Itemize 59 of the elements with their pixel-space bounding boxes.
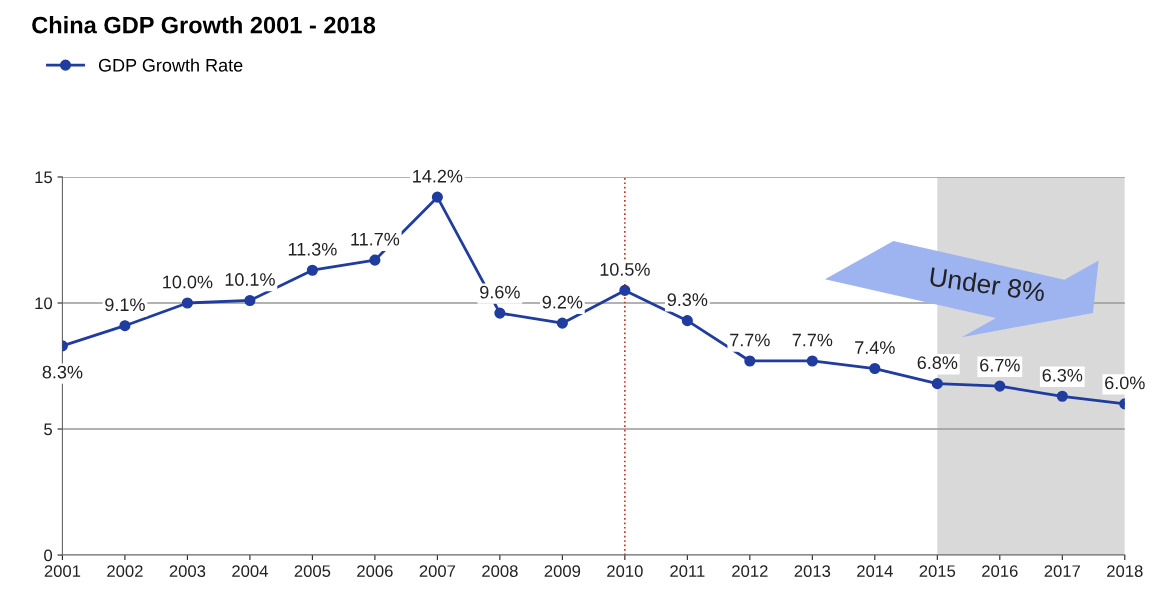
point: [1056, 390, 1068, 402]
data-label: 6.8%: [917, 356, 958, 370]
y-tick-label: 0: [44, 549, 53, 562]
data-label: 9.2%: [542, 295, 583, 309]
point: [806, 355, 818, 367]
data-label: 7.7%: [792, 333, 833, 347]
point: [494, 307, 506, 319]
point: [556, 317, 568, 329]
x-tick-label: 2002: [107, 565, 143, 578]
data-label: 9.1%: [105, 298, 145, 312]
data-label: 6.0%: [1105, 376, 1145, 390]
x-tick-label: 2005: [294, 565, 331, 578]
point: [931, 378, 943, 390]
point: [369, 254, 381, 266]
data-label: 14.2%: [413, 169, 463, 183]
data-label: 7.4%: [855, 341, 895, 354]
data-label: 8.3%: [42, 365, 83, 379]
point: [244, 294, 256, 307]
y-tick-label: 10: [35, 297, 53, 310]
x-tick-label: 2008: [482, 565, 518, 578]
x-tick-label: 2016: [982, 565, 1018, 578]
point: [744, 355, 756, 367]
point: [306, 264, 318, 276]
point: [619, 284, 631, 296]
point: [869, 362, 881, 375]
point: [119, 320, 131, 332]
legend-label: GDP Growth Rate: [98, 58, 243, 72]
y-tick-label: 5: [44, 423, 52, 436]
data-label: 9.3%: [667, 293, 708, 307]
point: [681, 315, 693, 327]
x-tick-label: 2014: [857, 565, 893, 578]
data-label: 6.7%: [980, 358, 1020, 372]
point: [181, 297, 193, 309]
data-label: 10.5%: [600, 263, 650, 276]
x-tick-label: 2007: [419, 565, 456, 578]
data-label: 10.1%: [225, 273, 275, 286]
point: [994, 380, 1006, 392]
x-tick-label: 2011: [670, 565, 705, 578]
x-tick-label: 2012: [732, 565, 768, 578]
data-label: 11.7%: [351, 232, 400, 246]
point: [431, 191, 443, 203]
x-tick-label: 2003: [169, 565, 206, 578]
x-tick-label: 2009: [544, 565, 581, 578]
data-label: 6.3%: [1042, 368, 1083, 382]
x-tick-label: 2004: [232, 565, 268, 578]
data-label: 9.6%: [480, 285, 520, 299]
data-label: 7.7%: [730, 333, 770, 347]
x-tick-label: 2006: [357, 565, 393, 578]
chart-title: China GDP Growth 2001 - 2018: [32, 16, 376, 34]
y-tick-label: 15: [35, 171, 52, 184]
x-tick-label: 2013: [794, 565, 831, 578]
x-tick-label: 2010: [607, 565, 643, 578]
annotation: Under 8%: [929, 266, 1046, 302]
data-label: 11.3%: [288, 242, 337, 256]
data-label: 10.0%: [163, 275, 213, 289]
x-tick-label: 2015: [919, 565, 956, 578]
x-tick-label: 2001: [44, 565, 81, 578]
x-tick-label: 2017: [1044, 565, 1080, 578]
x-tick-label: 2018: [1107, 565, 1143, 578]
